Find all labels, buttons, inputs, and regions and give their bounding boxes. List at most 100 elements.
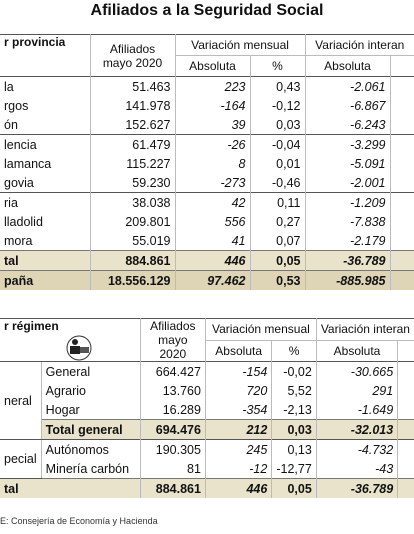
- column-header: %: [249, 55, 305, 77]
- group-label: neral: [0, 361, 42, 440]
- cell: 446: [174, 250, 250, 271]
- cell: 884.861: [89, 250, 175, 271]
- cell: -2.061: [304, 76, 390, 96]
- cell: -273: [174, 173, 250, 193]
- cell: 694.476: [139, 419, 206, 440]
- cell: 664.427: [139, 361, 206, 381]
- column-header: Absoluta: [304, 55, 390, 77]
- cell: -5.091: [304, 154, 390, 173]
- cell: 42: [174, 192, 250, 212]
- cell: 39: [174, 115, 250, 135]
- row-label: govia: [4, 175, 34, 190]
- cropped: [397, 361, 414, 381]
- cell: 446: [204, 478, 272, 498]
- cell: 0,43: [249, 76, 305, 96]
- header-row: r provincia Afiliados mayo 2020 Variación …: [0, 34, 414, 77]
- data-row: ón 152.627 39 0,03 -6.243: [0, 115, 414, 135]
- cell: -1.209: [304, 192, 390, 212]
- cell: -32.013: [315, 419, 398, 440]
- cropped: [389, 96, 414, 115]
- cell: -6.867: [304, 96, 390, 115]
- row-label: Autónomos: [40, 439, 141, 459]
- cell: 141.978: [89, 96, 175, 115]
- cell: -1.649: [315, 400, 398, 420]
- data-row: rgos 141.978 -164 -0,12 -6.867: [0, 96, 414, 115]
- cropped: [389, 212, 414, 231]
- cell: -0,46: [249, 173, 305, 193]
- data-row: tal 884.861 446 0,05 -36.789: [0, 250, 414, 271]
- data-row: pecial Autónomos 190.305 245 0,13 -4.732: [0, 439, 414, 479]
- cell: -0,04: [249, 134, 305, 154]
- column-header: Variación interan: [304, 34, 414, 56]
- row-label: ón: [4, 117, 18, 132]
- header-row: Absoluta% Absoluta: [0, 55, 414, 77]
- cell: 190.305: [139, 439, 206, 459]
- cell: 0,53: [249, 270, 305, 290]
- cell: -164: [174, 96, 250, 115]
- cell: -885.985: [304, 270, 390, 290]
- cropped: [397, 478, 414, 498]
- cell: -12,77: [271, 459, 317, 479]
- header-row: Absoluta% Absoluta: [0, 339, 414, 362]
- cell: 51.463: [89, 76, 175, 96]
- cell: 720: [204, 381, 272, 400]
- cell: 0,13: [271, 439, 317, 459]
- cell: 16.289: [139, 400, 206, 420]
- column-header: Afiliados mayo 2020: [139, 318, 206, 362]
- cell: -7.838: [304, 212, 390, 231]
- cell: 8: [174, 154, 250, 173]
- cell: -30.665: [315, 361, 398, 381]
- cropped: [389, 134, 414, 154]
- cell: 212: [204, 419, 272, 440]
- column-header: Variación mensual: [204, 318, 317, 340]
- cell: 0,11: [249, 192, 305, 212]
- column-header: Variación mensual: [174, 34, 305, 56]
- row-label: Minería carbón: [40, 459, 141, 479]
- row-label: tal: [0, 478, 141, 498]
- cell: -0,12: [249, 96, 305, 115]
- data-row: Total general 694.476 212 0,03 -32.013: [0, 419, 414, 440]
- cell: 81: [139, 459, 206, 479]
- cell: -36.789: [315, 478, 398, 498]
- cell: 97.462: [174, 270, 250, 290]
- cropped: [389, 231, 414, 251]
- cropped: [397, 459, 414, 479]
- cell: 38.038: [89, 192, 175, 212]
- cropped: [389, 173, 414, 193]
- cropped: [397, 439, 414, 459]
- row-label: paña: [0, 270, 90, 290]
- total-row: tal 884.861 446 0,05 -36.789: [0, 478, 414, 498]
- data-row: lladolid 209.801 556 0,27 -7.838: [0, 212, 414, 231]
- cell: -154: [204, 361, 272, 381]
- row-label: General: [40, 361, 141, 381]
- cell: 291: [315, 381, 398, 400]
- row-label: la: [0, 76, 90, 96]
- cell: -354: [204, 400, 272, 420]
- cell: 0,05: [249, 250, 305, 271]
- cropped: [389, 115, 414, 135]
- cell: -36.789: [304, 250, 390, 271]
- cropped: [389, 192, 414, 212]
- row-label: lamanca: [4, 156, 52, 171]
- cell: 209.801: [89, 212, 175, 231]
- data-row: Agrario 13.760 720 5,52 291: [0, 381, 414, 400]
- cell: 0,03: [271, 419, 317, 440]
- source: E: Consejería de Economía y Hacienda: [0, 516, 158, 526]
- data-row: govia 59.230 -273 -0,46 -2.001: [0, 173, 414, 193]
- cell: 223: [174, 76, 250, 96]
- data-row: lencia 61.479 -26 -0,04 -3.299: [0, 134, 414, 154]
- cell: -0,02: [271, 361, 317, 381]
- cell: -43: [315, 459, 398, 479]
- cropped: [389, 55, 414, 77]
- cell: 0,07: [249, 231, 305, 251]
- cell: 59.230: [89, 173, 175, 193]
- row-label: Total general: [40, 419, 141, 440]
- cell: -3.299: [304, 134, 390, 154]
- column-header: Afiliados mayo 2020: [89, 34, 175, 77]
- cropped: [397, 419, 414, 440]
- data-row: neral General 664.427 -154 -0,02 -30.665: [0, 361, 414, 440]
- column-header: %: [271, 339, 317, 362]
- data-row: la 51.463 223 0,43 -2.061: [0, 76, 414, 96]
- cell: -12: [204, 459, 272, 479]
